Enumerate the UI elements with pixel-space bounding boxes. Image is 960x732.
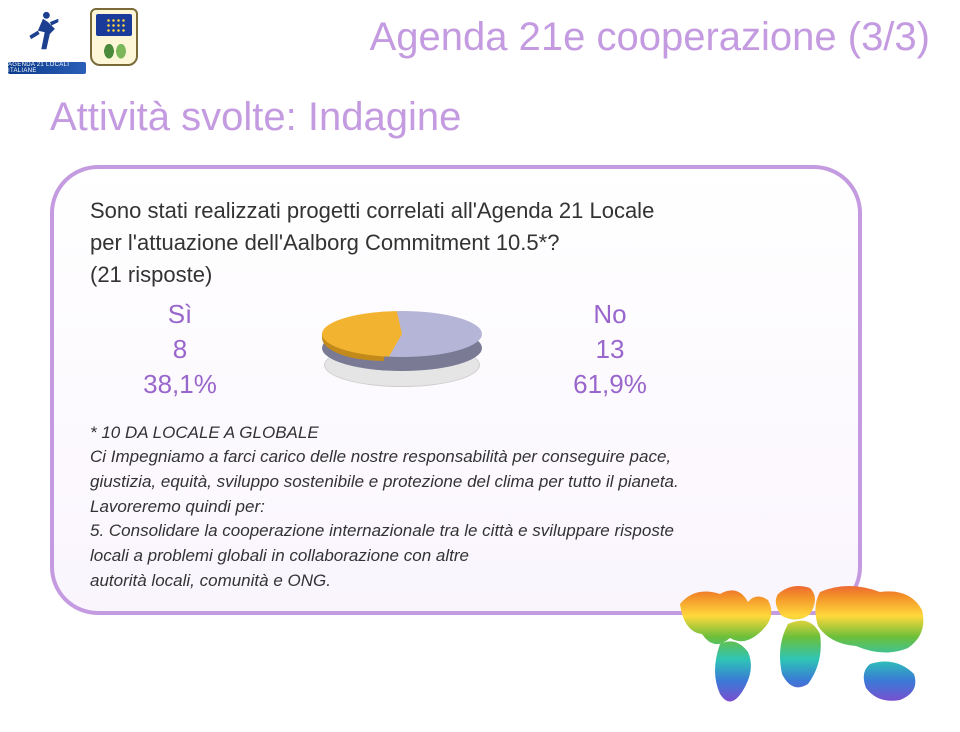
footnote-line: autorità locali, comunità e ONG. [90, 571, 331, 590]
logo1-band: AGENDA 21 LOCALI ITALIANE [8, 62, 86, 74]
logo-shield [90, 8, 138, 66]
yes-count: 8 [90, 332, 270, 367]
runner-icon [26, 10, 60, 58]
question-line: per l'attuazione dell'Aalborg Commitment… [90, 230, 559, 255]
logo-area: AGENDA 21 LOCALI ITALIANE [8, 8, 138, 76]
footnote-line: locali a problemi globali in collaborazi… [90, 546, 469, 565]
survey-question: Sono stati realizzati progetti correlati… [90, 195, 822, 291]
results-row: Sì 8 38,1% No 13 61,9% [90, 297, 822, 417]
footnote-title: * 10 DA LOCALE A GLOBALE [90, 423, 319, 442]
logo-agenda21: AGENDA 21 LOCALI ITALIANE [8, 8, 86, 76]
yes-label: Sì [90, 297, 270, 332]
no-label: No [520, 297, 700, 332]
leaves-icon [100, 38, 130, 60]
yes-pct: 38,1% [90, 367, 270, 402]
pie-top [322, 311, 482, 357]
content-panel: Sono stati realizzati progetti correlati… [50, 165, 862, 615]
no-count: 13 [520, 332, 700, 367]
footnote-line: giustizia, equità, sviluppo sostenibile … [90, 472, 679, 491]
footnote-line: Ci Impegniamo a farci carico delle nostr… [90, 447, 671, 466]
footnote-line: Lavoreremo quindi per: [90, 497, 265, 516]
page-title: Agenda 21e cooperazione (3/3) [230, 15, 930, 60]
result-no: No 13 61,9% [520, 297, 700, 402]
world-map-icon [660, 574, 940, 724]
footnote-line: 5. Consolidare la cooperazione internazi… [90, 521, 674, 540]
footnote: * 10 DA LOCALE A GLOBALE Ci Impegniamo a… [90, 421, 822, 593]
question-line: Sono stati realizzati progetti correlati… [90, 198, 654, 223]
eu-flag-icon [96, 14, 132, 36]
no-pct: 61,9% [520, 367, 700, 402]
question-line: (21 risposte) [90, 262, 212, 287]
result-yes: Sì 8 38,1% [90, 297, 270, 402]
section-subtitle: Attività svolte: Indagine [50, 95, 461, 140]
